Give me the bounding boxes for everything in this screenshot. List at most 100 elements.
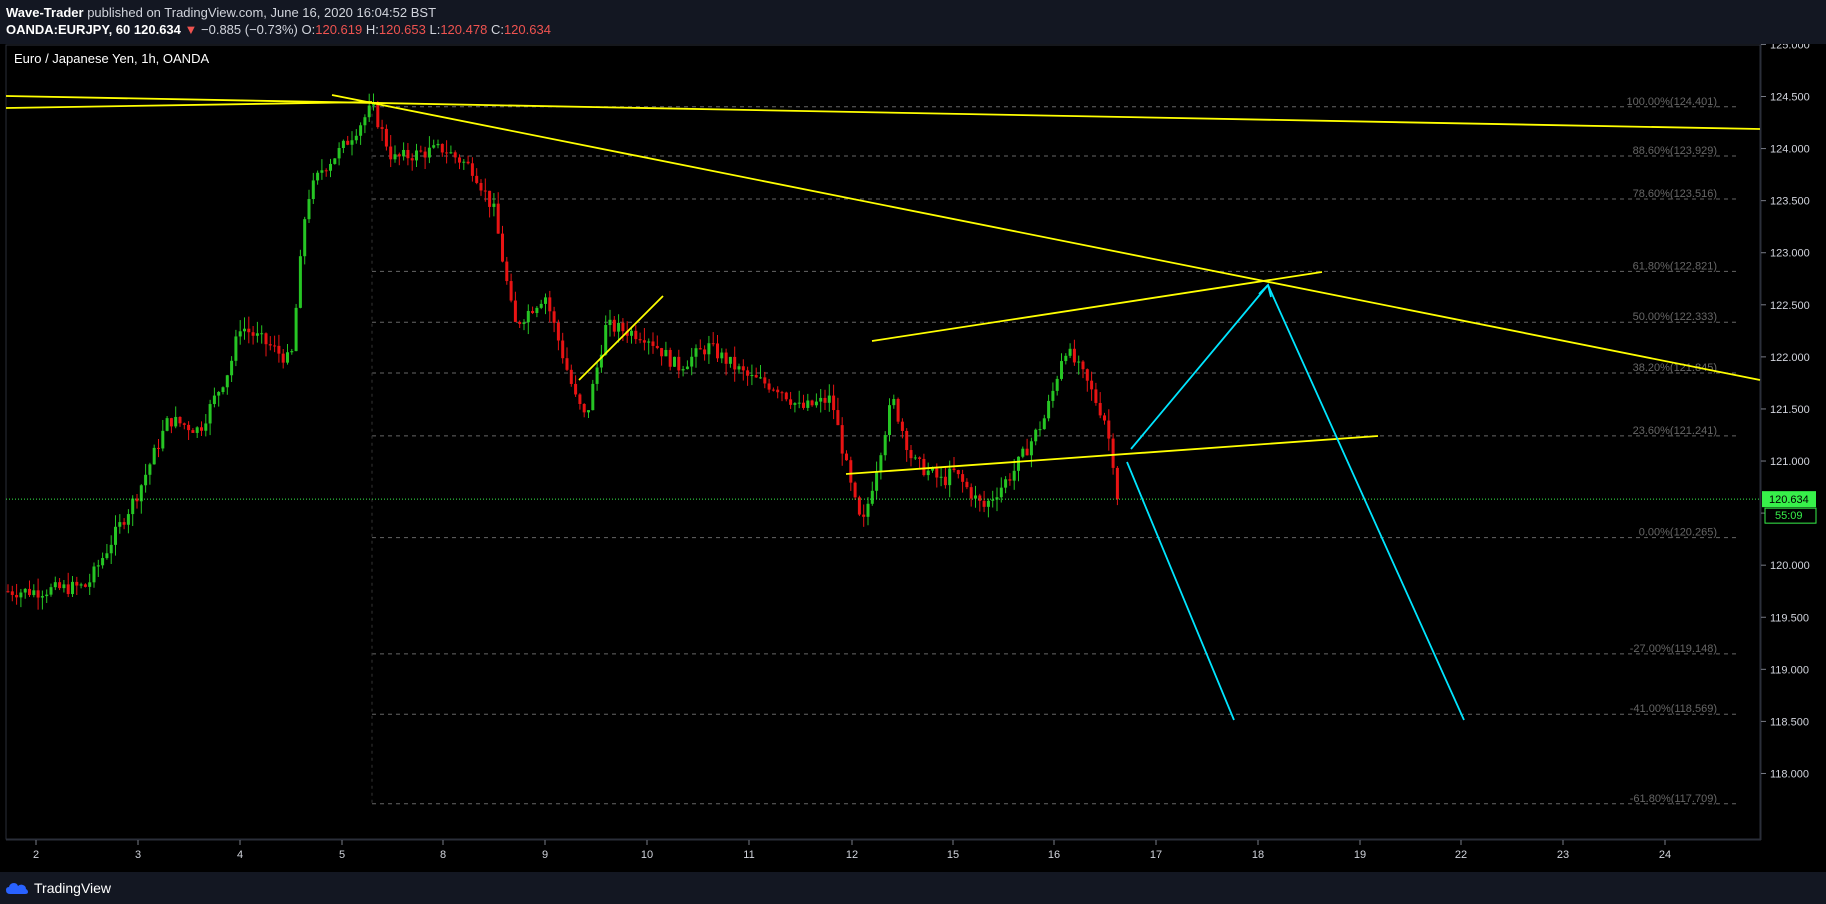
candle-body bbox=[681, 369, 685, 371]
x-tick-label: 2 bbox=[33, 849, 39, 861]
candle-body bbox=[337, 148, 341, 159]
candle-body bbox=[449, 152, 453, 154]
candle-body bbox=[105, 553, 109, 559]
candle-body bbox=[118, 522, 122, 527]
candle-body bbox=[462, 161, 466, 163]
candle-body bbox=[427, 147, 431, 158]
candle-body bbox=[651, 341, 655, 346]
x-tick-label: 4 bbox=[237, 849, 243, 861]
projection-down-arrow[interactable] bbox=[1267, 284, 1465, 721]
candle-body bbox=[247, 328, 251, 333]
close-label: C: bbox=[490, 22, 504, 37]
candle-body bbox=[363, 117, 367, 126]
publisher-name[interactable]: Wave-Trader bbox=[6, 5, 84, 20]
candle-body bbox=[548, 297, 552, 312]
candle-body bbox=[376, 103, 380, 128]
candle-body bbox=[939, 476, 943, 478]
candle-body bbox=[909, 450, 913, 459]
candle-body bbox=[88, 582, 92, 587]
y-tick-label: 119.500 bbox=[1770, 612, 1809, 624]
candle-body bbox=[1094, 389, 1098, 403]
candle-body bbox=[36, 590, 40, 598]
candle-body bbox=[1038, 429, 1042, 431]
candle-body bbox=[75, 581, 79, 586]
countdown-timer: 55:09 bbox=[1775, 510, 1803, 522]
candle-body bbox=[853, 482, 857, 498]
candle-body bbox=[810, 400, 814, 406]
x-tick-label: 24 bbox=[1659, 849, 1671, 861]
candle-body bbox=[62, 584, 66, 589]
candle-body bbox=[415, 150, 418, 161]
candle-body bbox=[1072, 348, 1076, 363]
candle-body bbox=[402, 149, 406, 157]
candle-body bbox=[823, 397, 827, 403]
candle-body bbox=[965, 481, 969, 488]
candle-body bbox=[535, 307, 539, 314]
fib-label: 0.00%(120.265) bbox=[1639, 527, 1717, 539]
trendline-descending[interactable] bbox=[331, 94, 1761, 381]
candle-body bbox=[440, 143, 444, 153]
candle-body bbox=[664, 349, 668, 357]
candle-body bbox=[277, 345, 281, 354]
projection-drop-line[interactable] bbox=[1126, 461, 1235, 721]
candle-body bbox=[79, 584, 83, 586]
x-tick-label: 19 bbox=[1354, 849, 1366, 861]
last-price: 120.634 bbox=[133, 22, 181, 37]
candle-body bbox=[763, 377, 767, 384]
candle-body bbox=[1103, 415, 1106, 421]
candle-body bbox=[208, 404, 212, 424]
candle-body bbox=[969, 487, 973, 499]
tradingview-logo[interactable]: TradingView bbox=[6, 880, 111, 896]
candle-body bbox=[539, 303, 543, 308]
candle-body bbox=[599, 354, 603, 368]
projection-up-arrow[interactable] bbox=[1130, 284, 1269, 450]
candle-body bbox=[307, 199, 311, 220]
candle-body bbox=[905, 430, 909, 451]
candle-body bbox=[488, 190, 492, 207]
low-label: L: bbox=[429, 22, 441, 37]
candle-body bbox=[324, 170, 328, 172]
candle-body bbox=[303, 219, 307, 257]
candle-body bbox=[372, 103, 375, 106]
symbol-label[interactable]: OANDA:EURJPY, 60 bbox=[6, 22, 131, 37]
candle-body bbox=[53, 582, 57, 588]
price-chart[interactable]: 100.00%(124.401) 88.60%(123.929) 78.60%(12… bbox=[0, 44, 1826, 872]
price-tag-bg bbox=[1762, 491, 1816, 508]
x-tick-label: 10 bbox=[641, 849, 653, 861]
candle-body bbox=[1060, 361, 1063, 379]
fib-label: -27.00%(119.148) bbox=[1630, 643, 1717, 655]
candle-body bbox=[389, 146, 393, 160]
trendline-top-flat[interactable] bbox=[5, 95, 1761, 130]
candle-body bbox=[475, 175, 479, 183]
candle-body bbox=[1115, 467, 1119, 500]
candle-body bbox=[621, 322, 625, 332]
candle-body bbox=[1008, 479, 1012, 481]
candle-body bbox=[711, 343, 715, 345]
published-text: published on TradingView.com, June 16, 2… bbox=[87, 5, 437, 20]
candle-body bbox=[329, 163, 332, 171]
x-tick-label: 17 bbox=[1150, 849, 1162, 861]
candle-body bbox=[144, 474, 148, 486]
change-value: −0.885 (−0.73%) bbox=[201, 22, 298, 37]
candle-body bbox=[741, 366, 745, 371]
chart-title: Euro / Japanese Yen, 1h, OANDA bbox=[14, 51, 209, 66]
trendline-top-left[interactable] bbox=[5, 101, 373, 109]
x-tick-label: 23 bbox=[1557, 849, 1569, 861]
trendline-channel-upper[interactable] bbox=[871, 271, 1323, 342]
candle-body bbox=[436, 143, 440, 146]
open-label: O: bbox=[301, 22, 316, 37]
candle-body bbox=[423, 151, 427, 158]
candle-body bbox=[707, 343, 711, 355]
x-tick-label: 12 bbox=[846, 849, 858, 861]
candle-body bbox=[999, 487, 1003, 498]
x-tick-label: 18 bbox=[1252, 849, 1264, 861]
candle-body bbox=[83, 584, 87, 587]
y-tick-label: 125.000 bbox=[1770, 44, 1810, 51]
trendline-channel-lower[interactable] bbox=[845, 435, 1379, 475]
fib-label: 50.00%(122.333) bbox=[1633, 311, 1717, 323]
candle-body bbox=[311, 180, 315, 200]
candle-body bbox=[870, 490, 874, 504]
candle-body bbox=[1025, 448, 1029, 456]
trendline-small-rally[interactable] bbox=[578, 295, 664, 381]
candle-body bbox=[359, 125, 363, 136]
